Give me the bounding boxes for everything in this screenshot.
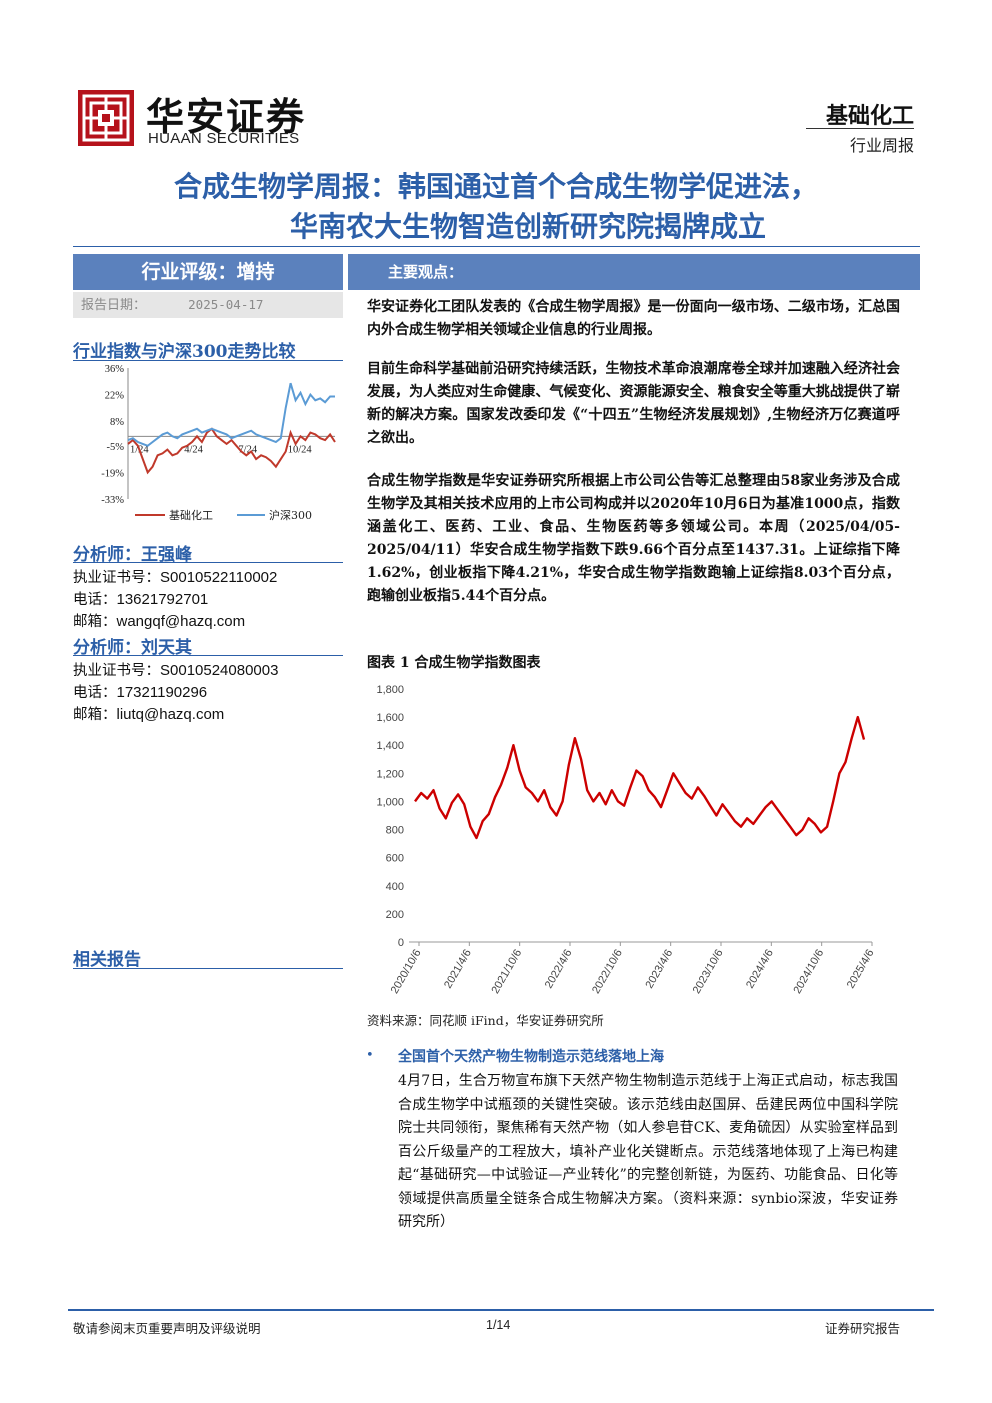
index-x-tick-label: 2021/10/6 [489,948,524,996]
index-x-tick-label: 2024/10/6 [791,948,826,996]
index-x-tick-label: 2023/4/6 [643,948,675,991]
analyst1-email-value[interactable]: wangqf@hazq.com [116,613,246,630]
footer-divider [68,1309,934,1311]
analyst2-cert-label: 执业证书号： [73,663,160,679]
index-series-line [414,715,866,840]
related-reports-divider [73,968,343,969]
footer-report-label: 证券研究报告 [824,1321,900,1336]
trend-series-line-2 [127,382,335,447]
index-y-tick-label: 200 [386,909,404,921]
footer-disclaimer: 敬请参阅末页重要声明及评级说明 [73,1321,261,1336]
analyst2-cert-value: S0010524080003 [160,662,279,679]
analyst1-cert-value: S0010522110002 [160,569,278,586]
logo-wordmark-cn: 华安证券 [146,94,307,139]
title-divider [73,246,920,247]
analyst2-cert: 执业证书号：S0010524080003 [73,659,278,680]
index-y-tick-label: 1,800 [376,684,404,696]
trend-x-tick-label: 4/24 [184,444,203,455]
trend-chart: 36%22%8%-5%-19%-33%1/24 4/24 7/24 10/24 基础化… [101,364,336,522]
index-y-tick-label: 1,400 [376,740,404,752]
key-views-bar: 主要观点： [348,254,920,290]
analyst1-title: 分析师：王强峰 [73,545,192,565]
news-title: 全国首个天然产物生物制造示范线落地上海 [398,1049,664,1065]
analyst1-divider [73,562,343,563]
analyst2-email: 邮箱：liutq@hazq.com [73,703,224,724]
paragraph-intro: 华安证券化工团队发表的《合成生物学周报》是一份面向一级市场、二级市场，汇总国内外… [367,299,900,338]
logo-emblem-icon [78,90,134,146]
trend-x-tick-label: 10/24 [288,444,313,455]
index-y-tick-label: 600 [386,853,404,865]
report-title-line1: 合成生物学周报：韩国通过首个合成生物学促进法， [173,170,818,203]
index-y-tick-label: 800 [386,825,404,837]
report-date-bar: 报告日期： 2025-04-17 [73,292,343,318]
trend-y-tick-label: 36% [105,364,125,375]
page-number: 1/14 [486,1318,511,1332]
index-x-tick-label: 2023/10/6 [691,948,726,996]
bullet-icon: • [366,1048,374,1063]
analyst2-divider [73,655,343,656]
index-x-tick-label: 2021/4/6 [442,948,474,991]
figure1-source: 资料来源：同花顺 iFind，华安证券研究所 [367,1013,604,1028]
index-y-tick-label: 1,600 [376,712,404,724]
trend-series-line-1 [127,427,336,475]
index-x-tick-label: 2022/4/6 [543,948,575,991]
trend-title-divider [73,360,343,361]
key-views-title: 主要观点： [388,263,464,281]
paragraph-index: 合成生物学指数是华安证券研究所根据上市公司公告等汇总整理由58家业务涉及合成生物… [367,473,900,604]
analyst2-phone-value: 17321190296 [116,684,208,701]
index-y-tick-label: 400 [386,881,404,893]
trend-legend-label-1: 基础化工 [169,508,213,522]
figure1-title: 图表 1 合成生物学指数图表 [367,655,541,671]
analyst1-email-label: 邮箱： [73,614,117,630]
index-x-tick-label: 2025/4/6 [845,948,877,991]
header-divider [806,128,914,129]
report-date-label: 报告日期： [81,298,147,313]
sector-label: 基础化工 [825,103,914,129]
report-type-label: 行业周报 [849,136,914,155]
trend-chart-title: 行业指数与沪深300走势比较 [73,342,296,362]
analyst1-phone-label: 电话： [73,592,117,608]
analyst2-email-label: 邮箱： [73,707,117,723]
analyst2-phone: 电话：17321190296 [73,681,207,702]
index-x-tick-label: 2020/10/6 [389,948,424,996]
analyst1-phone-value: 13621792701 [116,591,209,608]
report-date-value: 2025-04-17 [188,297,264,312]
index-y-tick-label: 0 [398,937,404,949]
analyst1-phone: 电话：13621792701 [73,588,208,609]
trend-y-tick-label: -19% [101,468,124,479]
logo-emblem [78,90,134,146]
paragraph-background: 目前生命科学基础前沿研究持续活跃，生物技术革命浪潮席卷全球并加速融入经济社会发展… [367,361,900,446]
trend-y-tick-label: 8% [110,417,124,428]
news-body: 4月7日，生合万物宣布旗下天然产物生物制造示范线于上海正式启动，标志我国合成生物… [398,1073,898,1230]
analyst2-email-value[interactable]: liutq@hazq.com [116,706,225,723]
industry-rating: 行业评级：增持 [73,254,343,290]
trend-y-tick-label: -33% [101,495,124,506]
index-x-tick-label: 2024/4/6 [744,948,776,991]
index-y-tick-label: 1,000 [376,796,404,808]
trend-x-tick-label: 7/24 [238,444,257,455]
analyst2-phone-label: 电话： [73,685,117,701]
analyst1-cert-label: 执业证书号： [73,570,160,586]
related-reports-title: 相关报告 [73,950,141,970]
report-title-line2: 华南农大生物智造创新研究院揭牌成立 [289,210,766,243]
synbio-index-chart: 0 200 400 600 800 1,000 1,200 1,400 1,600 1,800 20… [376,684,877,996]
analyst1-cert: 执业证书号：S0010522110002 [73,566,277,587]
logo-wordmark-en: HUAAN SECURITIES [148,130,300,147]
analyst2-title: 分析师：刘天其 [73,638,192,658]
trend-legend-label-2: 沪深300 [269,508,312,522]
trend-y-tick-label: -5% [107,442,125,453]
index-x-tick-label: 2022/10/6 [590,948,625,996]
trend-y-tick-label: 22% [105,391,125,402]
index-y-tick-label: 1,200 [376,768,404,780]
analyst1-email: 邮箱：wangqf@hazq.com [73,610,245,631]
